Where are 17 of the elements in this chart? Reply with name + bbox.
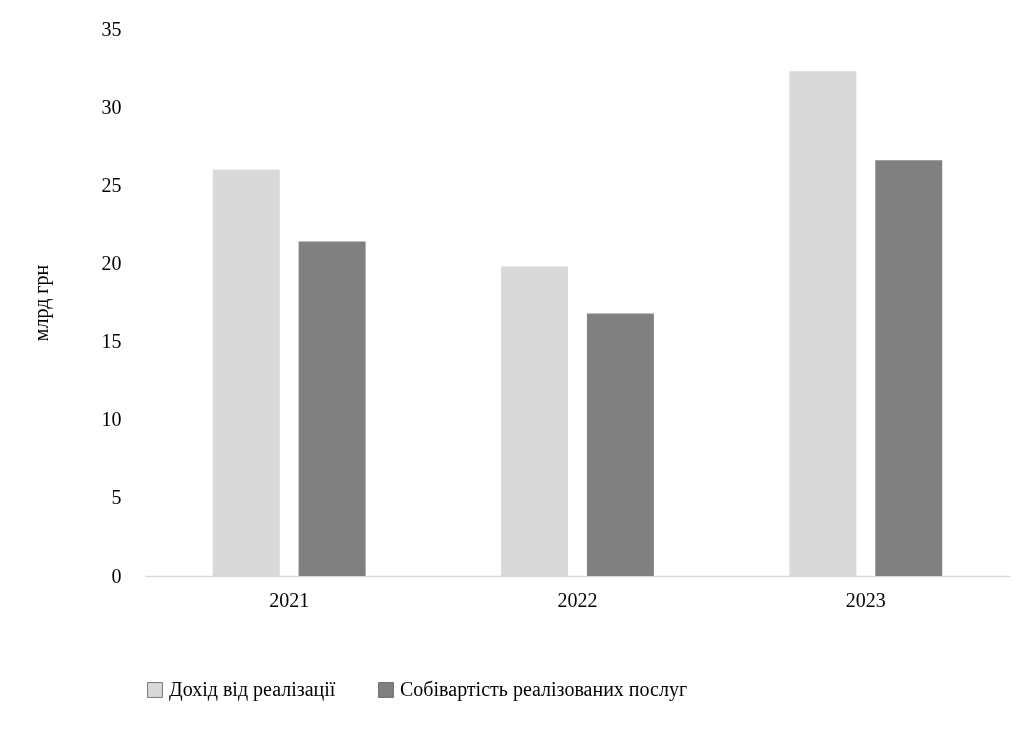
x-tick-label: 2023 xyxy=(845,588,886,611)
bar xyxy=(586,313,654,576)
y-tick-label: 20 xyxy=(101,251,122,274)
y-axis-title: млрд грн xyxy=(29,264,53,342)
y-tick-label: 10 xyxy=(101,408,122,431)
x-tick-label: 2022 xyxy=(557,588,598,611)
y-tick-label: 15 xyxy=(101,330,122,353)
bar xyxy=(875,160,943,576)
y-tick-label: 35 xyxy=(101,17,122,40)
bar xyxy=(298,241,366,576)
y-tick-label: 25 xyxy=(101,173,122,196)
legend-label: Дохід від реалізації xyxy=(169,678,336,701)
y-tick-label: 5 xyxy=(111,486,122,509)
legend-label: Собівартість реалізованих послуг xyxy=(400,678,688,701)
x-tick-label: 2021 xyxy=(269,588,310,611)
y-tick-label: 0 xyxy=(111,564,122,587)
y-tick-label: 30 xyxy=(101,95,122,118)
